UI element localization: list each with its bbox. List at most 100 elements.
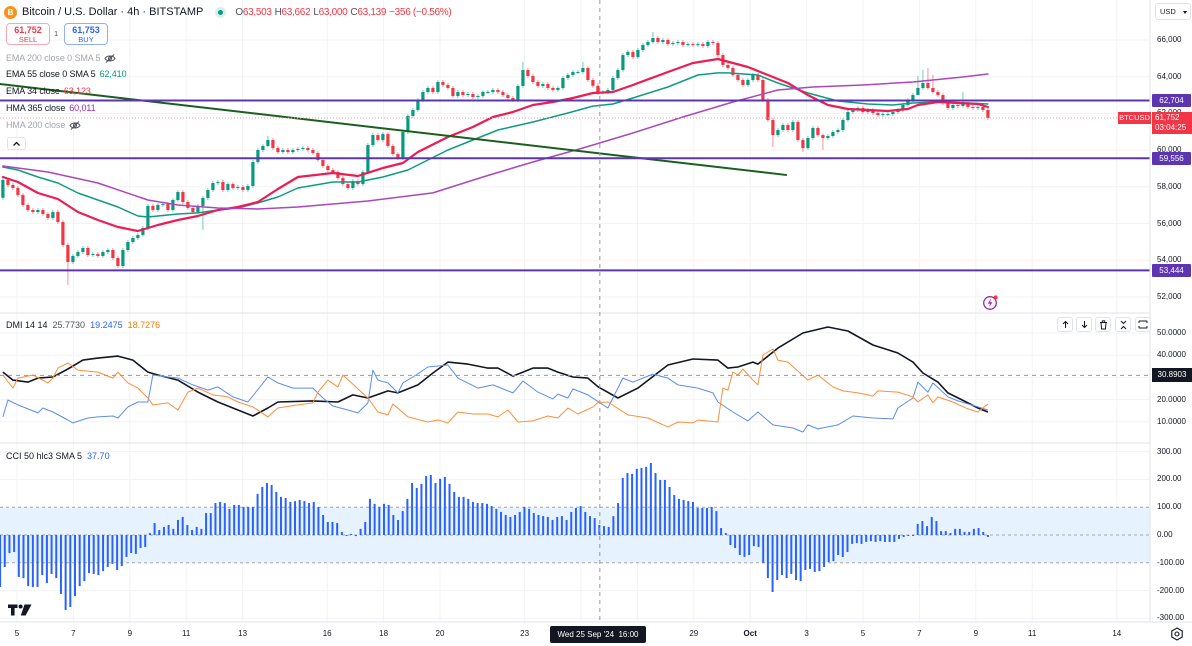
cci-bar [523, 506, 526, 535]
level-price-label[interactable]: 62,704 [1152, 93, 1191, 107]
candle-body [211, 183, 215, 191]
cci-bar [663, 479, 666, 535]
candle [336, 170, 340, 181]
legend-hma-365[interactable]: HMA 365 close 60,011 [6, 102, 96, 115]
sell-button[interactable]: 61,752 SELL [6, 23, 50, 45]
gear-icon[interactable] [1170, 627, 1184, 641]
eye-off-icon[interactable] [69, 121, 81, 130]
cci-bar [247, 506, 250, 535]
cci-bar [603, 526, 606, 535]
cci-legend[interactable]: CCI 50 hlc3 SMA 5 37.70 [6, 450, 110, 462]
candle-body [711, 42, 715, 44]
candle-body [16, 187, 20, 195]
cci-bar [687, 501, 690, 535]
move-pane-up-button[interactable] [1057, 317, 1073, 332]
cci-bar [509, 516, 512, 535]
candle-body [421, 92, 425, 101]
candle-body [371, 135, 375, 146]
cci-bar [481, 503, 484, 535]
cci-tick-label: -100.00 [1157, 557, 1185, 567]
cci-bar [504, 514, 507, 535]
candle [636, 47, 640, 59]
eye-off-icon[interactable] [104, 54, 117, 63]
candle-body [901, 104, 905, 111]
cci-bar [869, 535, 872, 542]
delete-pane-button[interactable] [1095, 317, 1111, 332]
candle-body [426, 87, 430, 93]
dmi-legend[interactable]: DMI 14 14 25.7730 19.2475 18.7276 [6, 319, 160, 331]
symbol-header[interactable]: Bitcoin / U.S. Dollar · 4h · BITSTAMP O6… [4, 4, 452, 20]
lightning-icon[interactable] [982, 294, 999, 311]
candle-body [156, 204, 160, 211]
cci-bar [860, 535, 863, 544]
candle [886, 112, 890, 117]
move-pane-down-button[interactable] [1076, 317, 1092, 332]
cci-bar [982, 531, 985, 535]
time-tick-label: 7 [917, 629, 922, 638]
cci-bar [125, 535, 128, 557]
candle-body [141, 227, 145, 235]
cci-bar [176, 519, 179, 535]
level-price-label[interactable]: 59,556 [1152, 151, 1191, 165]
candle [381, 132, 385, 143]
cci-bar [209, 513, 212, 535]
candle-body [471, 94, 475, 97]
moving-average-line [1, 57, 990, 233]
trend-line[interactable] [0, 83, 788, 177]
candle-body [126, 242, 130, 251]
legend-ema-34[interactable]: EMA 34 close 63,123 [6, 85, 91, 98]
candle-body [616, 70, 620, 78]
legend-hma-200[interactable]: HMA 200 close [6, 119, 81, 132]
level-price-label[interactable]: 53,444 [1152, 263, 1191, 277]
candle [791, 120, 795, 133]
candle-body [401, 132, 405, 158]
cci-bar [757, 535, 760, 547]
candle [706, 40, 710, 48]
legend-ema-200[interactable]: EMA 200 close 0 SMA 5 [6, 52, 117, 65]
candle [841, 117, 845, 133]
candle-body [46, 214, 50, 218]
cci-bar [556, 516, 559, 535]
candle [776, 127, 780, 138]
price-tick-label: 54,000 [1157, 255, 1182, 265]
maximize-pane-button[interactable] [1135, 317, 1151, 332]
candle [386, 132, 390, 148]
candle-body [106, 250, 110, 253]
candle-body [786, 124, 790, 131]
candle [571, 70, 575, 77]
open-label: O [235, 6, 243, 18]
dmi-pane[interactable] [2, 326, 989, 433]
candle-body [561, 77, 565, 88]
tradingview-logo[interactable] [8, 604, 32, 616]
cci-bar [879, 535, 882, 542]
cci-bar [621, 478, 624, 535]
symbol-title[interactable]: Bitcoin / U.S. Dollar · 4h · BITSTAMP [22, 6, 204, 18]
cci-pane[interactable] [0, 462, 1150, 611]
candle-body [536, 82, 540, 86]
cci-bar [261, 486, 264, 535]
price-tick-label: 64,000 [1157, 71, 1182, 81]
cci-bar [186, 524, 189, 535]
price-pane[interactable] [0, 31, 1150, 285]
pane-separators[interactable] [0, 0, 1192, 623]
cci-bar [73, 535, 76, 597]
candle [766, 97, 770, 123]
candle [476, 93, 480, 99]
candle-body [456, 92, 460, 96]
cci-bar [560, 516, 563, 535]
candle-body [281, 150, 285, 153]
candle-body [151, 205, 155, 211]
candle-body [556, 87, 560, 91]
cci-bar [27, 535, 30, 587]
legend-ema-55[interactable]: EMA 55 close 0 SMA 5 62,410 [6, 68, 127, 81]
collapse-pane-button[interactable] [1115, 317, 1131, 332]
buy-button[interactable]: 61,753 BUY [64, 23, 108, 45]
last-price-label: 61,752 03:04:25 [1152, 111, 1192, 134]
legend-collapse-button[interactable] [7, 137, 26, 150]
candle [741, 77, 745, 87]
cci-tick-label: -300.00 [1157, 613, 1185, 623]
currency-dropdown[interactable]: USD [1155, 3, 1191, 20]
cci-bar [930, 516, 933, 535]
cci-bar [724, 533, 727, 535]
